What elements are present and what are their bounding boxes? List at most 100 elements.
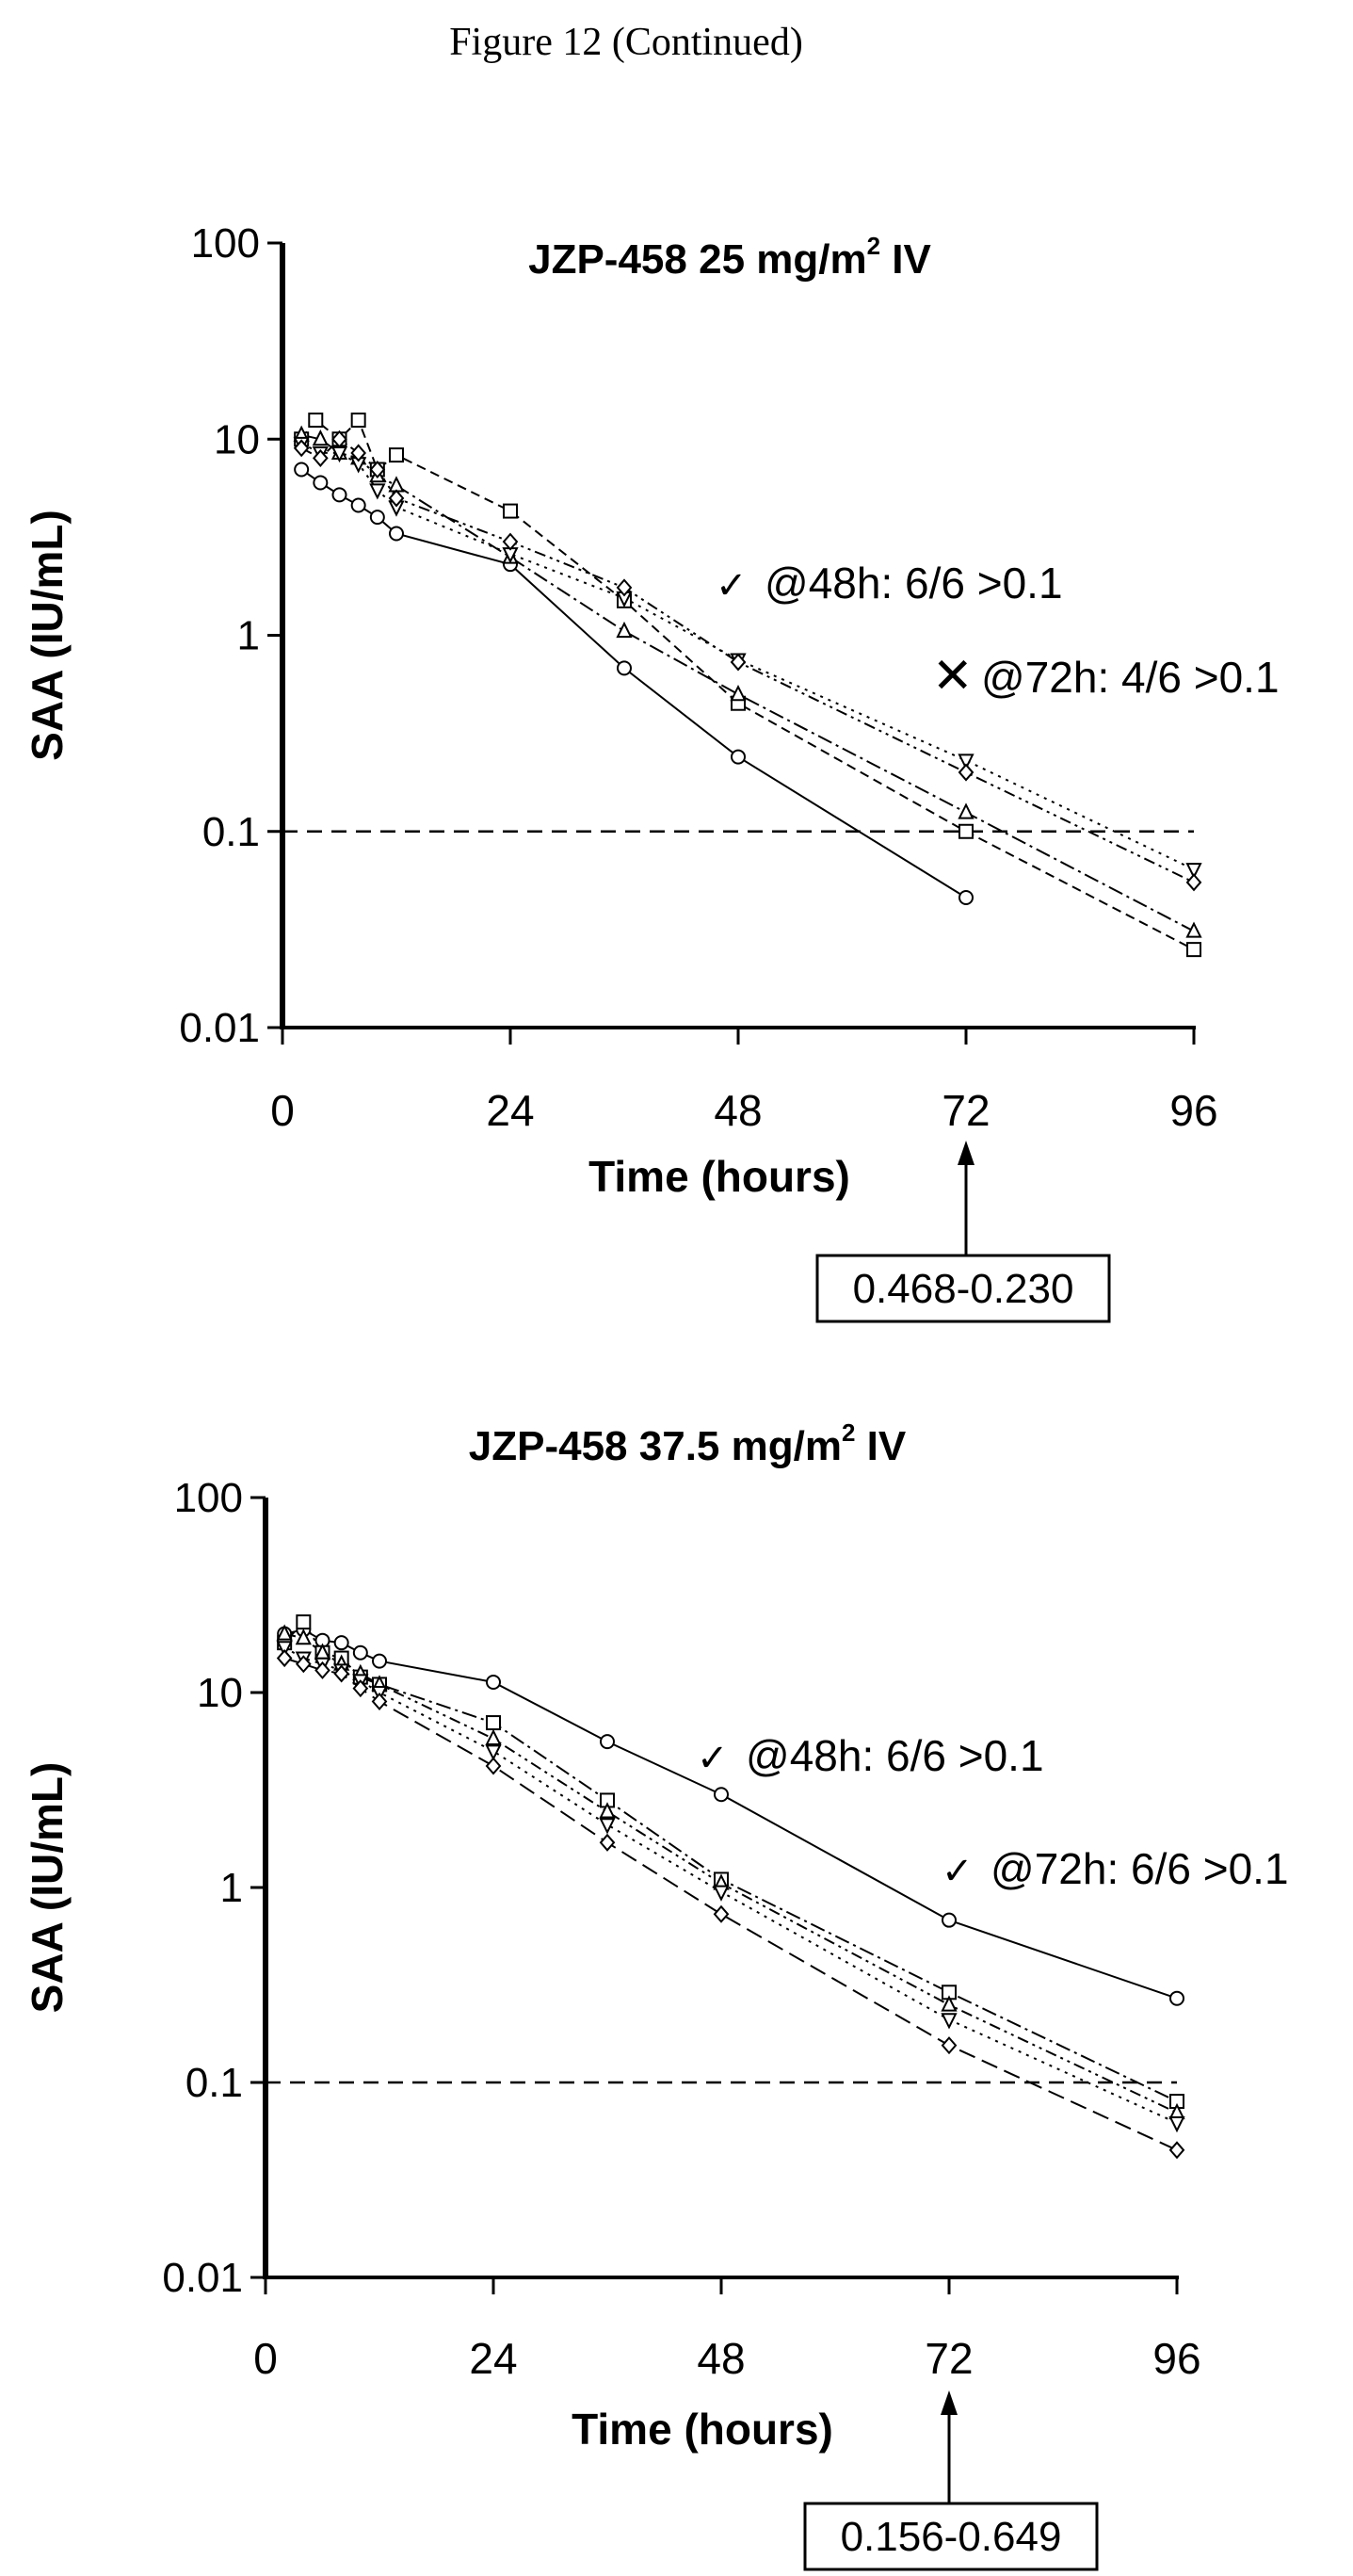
y-axis-label: SAA (IU/mL) (23, 1762, 72, 2014)
y-tick-label: 100 (174, 1475, 243, 1521)
chart-title-main: JZP-458 25 mg/m (528, 236, 867, 283)
annotation-mark: ✓ (697, 1738, 729, 1779)
x-tick-label: 72 (925, 2334, 973, 2383)
chart-25mg: JZP-458 25 mg/m2 IV 0.01 0.1 1 10 100 0 24 48 72 9… (23, 220, 1280, 1323)
series-5-point (958, 763, 974, 782)
series-5-point (350, 444, 366, 462)
series-5-point (331, 429, 347, 448)
series-5-point (314, 1661, 330, 1679)
annotation-mark: ✕ (932, 649, 974, 704)
series-3-point (388, 476, 405, 493)
series-2-point (296, 1614, 312, 1630)
series-5-point (369, 460, 386, 479)
x-tick-label: 0 (270, 1086, 295, 1135)
callout-arrow-head (941, 2390, 958, 2415)
series-1-point (617, 660, 632, 676)
y-axis-label: SAA (IU/mL) (23, 510, 72, 761)
series-4-point (369, 483, 386, 500)
series-1-point (600, 1734, 615, 1750)
callout-box (803, 2502, 1099, 2571)
series-5-point (730, 653, 747, 672)
series-1-point (372, 1653, 387, 1669)
series-1-point (313, 475, 329, 491)
chart-title-superscript: 2 (867, 232, 880, 260)
callout-text: 0.468-0.230 (853, 1266, 1074, 1312)
x-tick-label: 96 (1169, 1086, 1217, 1135)
series-2-point (308, 413, 324, 429)
annotation-mark: ✓ (716, 565, 748, 607)
series-2-point (350, 413, 366, 429)
series-3-point (616, 621, 633, 639)
chart-title-main: JZP-458 37.5 mg/m (469, 1423, 842, 1469)
callout-text: 0.156-0.649 (841, 2514, 1062, 2560)
y-tick-label: 0.01 (179, 1005, 260, 1051)
y-tick-label: 100 (191, 220, 260, 267)
x-axis-label: Time (hours) (588, 1152, 850, 1201)
series-1-point (714, 1787, 729, 1803)
series-4-point (485, 1744, 502, 1761)
series-3-point (941, 1995, 958, 2012)
series-1-line (283, 1628, 1178, 2000)
y-tick-label: 0.1 (202, 809, 260, 855)
series-5-point (502, 532, 519, 551)
chart-title: JZP-458 37.5 mg/m2 IV (469, 1418, 907, 1469)
x-tick-label: 24 (486, 1086, 534, 1135)
series-1-line (300, 468, 967, 899)
annotation-text: @48h: 6/6 >0.1 (746, 1731, 1044, 1780)
series-5-point (371, 1692, 388, 1710)
series-4-point (1185, 863, 1202, 880)
series-4-point (713, 1885, 730, 1902)
y-tick-label: 10 (214, 416, 260, 462)
series-5-point (388, 489, 405, 508)
series-5-point (1185, 873, 1202, 892)
series-2-point (958, 823, 974, 839)
series-3-point (276, 1624, 293, 1641)
y-tick-label: 0.01 (162, 2255, 243, 2301)
x-tick-label: 0 (253, 2334, 278, 2383)
series-1-point (294, 462, 310, 478)
series-2-point (503, 503, 518, 519)
x-tick-label: 96 (1152, 2334, 1200, 2383)
chart-title-superscript: 2 (842, 1418, 855, 1447)
figure-heading: Figure 12 (Continued) (449, 21, 803, 64)
series-1-point (331, 487, 347, 503)
series-5-point (616, 578, 633, 597)
series-4-point (599, 1818, 616, 1835)
series-5-point (485, 1757, 502, 1775)
chart-title-tail: IV (880, 236, 931, 283)
series-2-point (486, 1715, 501, 1731)
series-1-point (1169, 1990, 1184, 2006)
callout-arrow-head (958, 1141, 974, 1165)
series-2-point (389, 447, 404, 463)
series-1-point (352, 1644, 368, 1661)
series-1-point (731, 749, 746, 765)
series-1-point (942, 1912, 957, 1928)
series-4-point (958, 753, 974, 770)
series-4-point (1168, 2115, 1185, 2133)
series-3-point (1185, 921, 1202, 938)
series-4-point (276, 1641, 293, 1658)
series-5-point (313, 448, 329, 467)
series-5-point (713, 1904, 730, 1923)
chart-title: JZP-458 25 mg/m2 IV (528, 232, 931, 283)
series-5-point (1168, 2141, 1185, 2160)
series-2-point (1186, 942, 1201, 958)
x-axis-label: Time (hours) (572, 2405, 833, 2454)
series-3-point (730, 684, 747, 702)
series-3-point (958, 802, 974, 819)
y-tick-label: 1 (237, 613, 260, 659)
series-1-point (350, 497, 366, 513)
x-tick-label: 48 (714, 1086, 762, 1135)
series-1-point (486, 1675, 501, 1691)
y-tick-label: 10 (197, 1670, 243, 1716)
series-3-point (485, 1728, 502, 1745)
y-tick-label: 0.1 (185, 2060, 243, 2106)
series-1-point (958, 889, 974, 905)
series-4-line (283, 1646, 1178, 2124)
x-tick-label: 48 (697, 2334, 745, 2383)
series-5-point (941, 2036, 958, 2055)
annotation-mark: ✓ (942, 1851, 974, 1892)
annotation-text: @72h: 4/6 >0.1 (981, 653, 1280, 702)
callout-box (815, 1254, 1111, 1323)
